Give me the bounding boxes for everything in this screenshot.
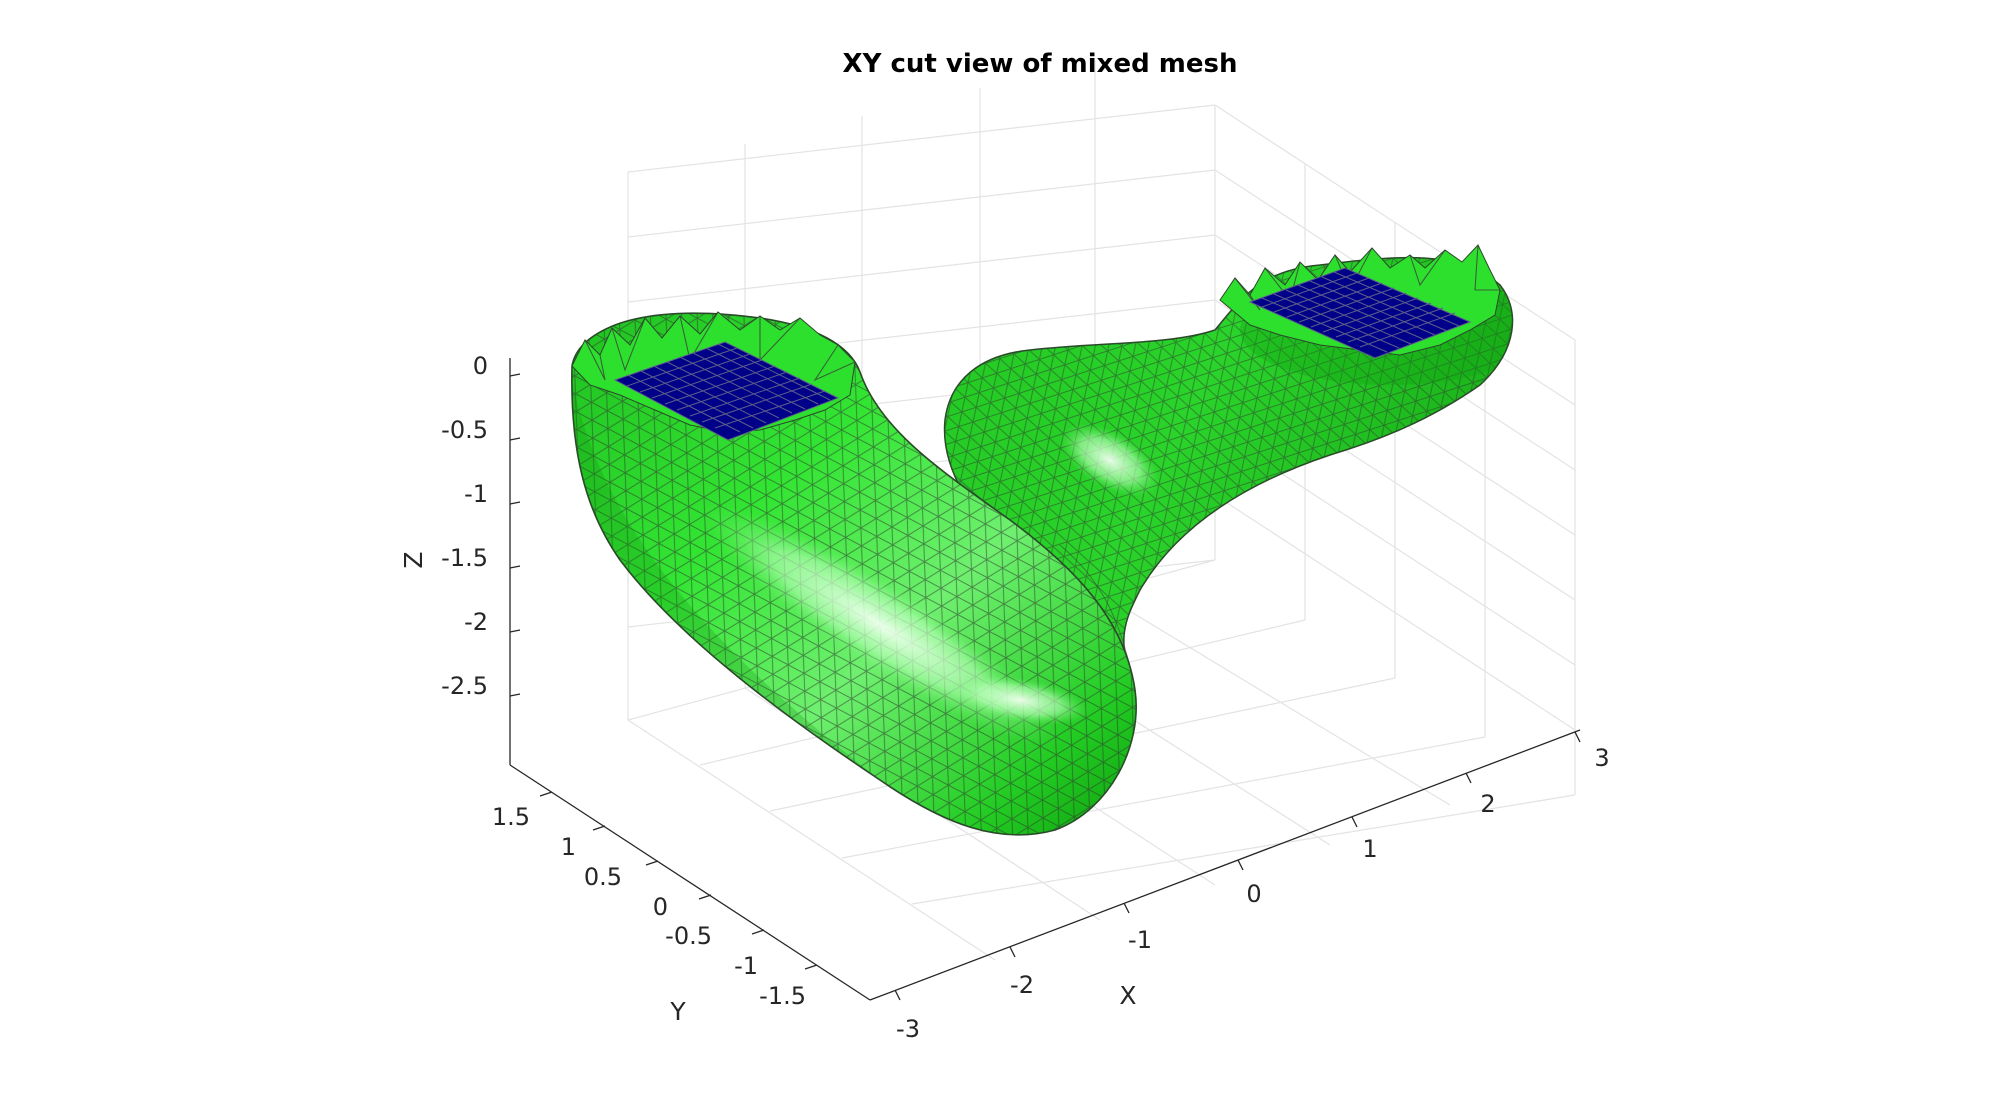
- x-tick-label: 0: [1246, 880, 1261, 908]
- cut-face-left: [613, 341, 840, 441]
- y-axis: 1.5 1 0.5 0 -0.5 -1 -1.5 Y: [492, 791, 818, 1026]
- z-tick-label: -1: [464, 480, 488, 508]
- z-tick-label: -0.5: [441, 416, 488, 444]
- x-tick-label: -1: [1128, 926, 1152, 954]
- x-axis: -3 -2 -1 0 1 2 3 X: [894, 731, 1610, 1043]
- z-tick-label: -2: [464, 608, 488, 636]
- y-tick-label: 0.5: [584, 863, 622, 891]
- z-tick-label: -2.5: [441, 672, 488, 700]
- cut-face-right: [1248, 267, 1472, 359]
- y-tick-label: 1.5: [492, 803, 530, 831]
- y-axis-label: Y: [669, 997, 686, 1026]
- chart-title: XY cut view of mixed mesh: [843, 49, 1238, 79]
- y-tick-label: -1: [734, 952, 758, 980]
- x-tick-label: 2: [1480, 790, 1495, 818]
- z-axis: 0 -0.5 -1 -1.5 -2 -2.5 Z: [399, 352, 521, 700]
- x-axis-label: X: [1119, 981, 1136, 1010]
- x-tick-label: 1: [1362, 835, 1377, 863]
- x-tick-label: 3: [1594, 744, 1609, 772]
- y-tick-label: -1.5: [759, 982, 806, 1010]
- axes-box: [509, 358, 1581, 1001]
- y-tick-label: -0.5: [665, 922, 712, 950]
- y-tick-label: 1: [561, 833, 576, 861]
- x-tick-label: -3: [896, 1015, 920, 1043]
- x-tick-label: -2: [1010, 971, 1034, 999]
- z-tick-label: -1.5: [441, 544, 488, 572]
- z-tick-label: 0: [473, 352, 488, 380]
- y-tick-label: 0: [653, 893, 668, 921]
- z-axis-label: Z: [399, 551, 428, 568]
